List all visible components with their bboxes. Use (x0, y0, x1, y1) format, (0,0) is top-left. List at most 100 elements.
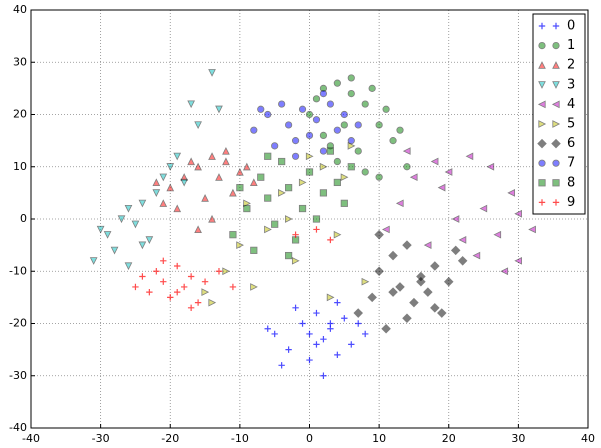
point (229, 231, 237, 239)
point (458, 236, 467, 244)
point (187, 304, 195, 312)
legend-marker (552, 120, 561, 128)
point (285, 215, 293, 223)
point (173, 204, 182, 213)
x-tick-label: -40 (22, 432, 40, 445)
point (319, 147, 328, 155)
point (194, 225, 202, 234)
point (194, 299, 202, 306)
point (250, 283, 258, 291)
point (298, 178, 307, 187)
point (173, 152, 182, 161)
point (388, 287, 398, 297)
point (347, 74, 355, 82)
point (242, 162, 251, 171)
point (222, 267, 231, 276)
point (368, 84, 376, 92)
point (381, 225, 390, 234)
point (333, 230, 342, 239)
point (292, 231, 299, 238)
point (340, 121, 348, 129)
point (353, 308, 364, 318)
point (243, 199, 251, 208)
point (348, 341, 355, 348)
point (388, 250, 398, 261)
legend-marker (537, 100, 546, 109)
point (298, 105, 307, 113)
point (451, 215, 460, 223)
point (285, 184, 293, 192)
point (264, 194, 272, 202)
point (264, 225, 272, 234)
x-tick-label: -20 (161, 432, 179, 445)
legend-marker (538, 179, 546, 187)
point (320, 335, 327, 343)
y-tick-label: -10 (9, 264, 27, 277)
point (132, 283, 139, 291)
point (305, 110, 314, 119)
point (340, 110, 348, 119)
legend-marker (552, 81, 560, 89)
point (222, 146, 230, 155)
point (215, 173, 223, 181)
point (215, 105, 223, 114)
point (319, 162, 328, 171)
point (528, 225, 536, 234)
point (89, 257, 98, 265)
point (236, 184, 244, 192)
point (361, 100, 369, 108)
point (152, 189, 161, 197)
legend: 0 1 2 3 4 5 6 7 8 9 (532, 13, 586, 215)
point (194, 162, 202, 171)
point (166, 163, 175, 171)
legend-label: 3 (567, 77, 575, 92)
point (334, 351, 341, 359)
point (257, 105, 265, 113)
point (457, 256, 468, 266)
x-tick-label: -10 (231, 432, 249, 445)
point (103, 231, 112, 239)
point (430, 261, 440, 271)
point (305, 131, 314, 139)
plot-area (31, 10, 588, 428)
point (402, 147, 411, 155)
point (138, 241, 147, 250)
x-tick-label: 30 (511, 432, 525, 445)
point (409, 173, 418, 182)
y-tick-label: 0 (20, 212, 27, 225)
point (313, 226, 320, 233)
point (187, 273, 195, 280)
point (145, 236, 154, 244)
point (333, 178, 341, 187)
point (167, 294, 174, 301)
point (486, 162, 495, 171)
point (479, 204, 488, 213)
point (278, 157, 286, 166)
legend-label: 4 (567, 97, 575, 112)
point (305, 168, 314, 176)
point (313, 341, 320, 348)
point (138, 199, 147, 208)
y-tick-label: -30 (9, 369, 27, 382)
point (208, 214, 216, 223)
x-tick-label: 0 (306, 432, 313, 445)
point (306, 356, 313, 364)
legend-label: 1 (567, 38, 575, 53)
point (313, 309, 320, 317)
legend-label: 9 (567, 195, 575, 210)
point (319, 90, 328, 98)
point (271, 220, 279, 228)
point (361, 277, 370, 286)
legend-marker (538, 22, 546, 30)
y-tick-label: 20 (13, 108, 27, 121)
point (174, 262, 181, 270)
point (333, 157, 341, 166)
point (450, 245, 461, 256)
point (146, 288, 153, 296)
point (396, 126, 404, 134)
point (243, 204, 251, 213)
point (354, 147, 362, 155)
point (355, 320, 362, 327)
point (430, 303, 440, 313)
point (131, 220, 140, 229)
